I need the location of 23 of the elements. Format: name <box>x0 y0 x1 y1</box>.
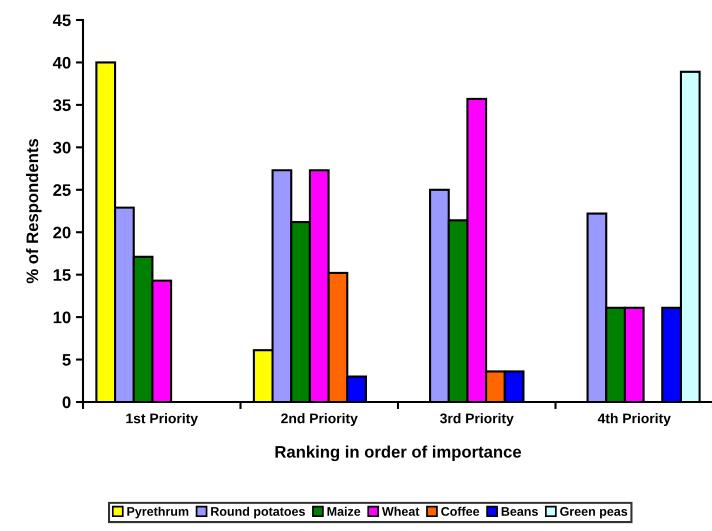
legend-label: Pyrethrum <box>127 506 188 518</box>
x-tick-label: 3rd Priority <box>440 413 514 426</box>
y-tick-label: 5 <box>62 354 71 366</box>
y-tick-label: 30 <box>53 142 71 154</box>
y-tick-label: 25 <box>53 184 71 196</box>
legend-label: Beans <box>502 507 538 516</box>
y-tick-label: 20 <box>53 226 71 238</box>
y-tick-label: 45 <box>52 14 71 26</box>
y-axis-title: % of Respondents <box>26 138 42 284</box>
y-tick-label: 35 <box>53 99 71 112</box>
y-tick-label: 40 <box>52 56 71 69</box>
legend-label: Green peas <box>560 507 628 518</box>
y-tick-label: 0 <box>62 396 71 408</box>
x-axis-title: Ranking in order of importance <box>275 446 522 462</box>
x-tick-label: 2nd Priority <box>281 413 358 426</box>
legend-label: Wheat <box>382 506 420 516</box>
x-tick-label: 4th Priority <box>598 413 671 426</box>
x-tick-label: 1st Priority <box>126 413 198 426</box>
y-tick-label: 15 <box>54 269 71 281</box>
legend-label: Round potatoes <box>211 506 305 518</box>
legend-label: Coffee <box>441 506 480 516</box>
y-tick-label: 10 <box>54 312 71 324</box>
legend-label: Maize <box>328 506 360 516</box>
